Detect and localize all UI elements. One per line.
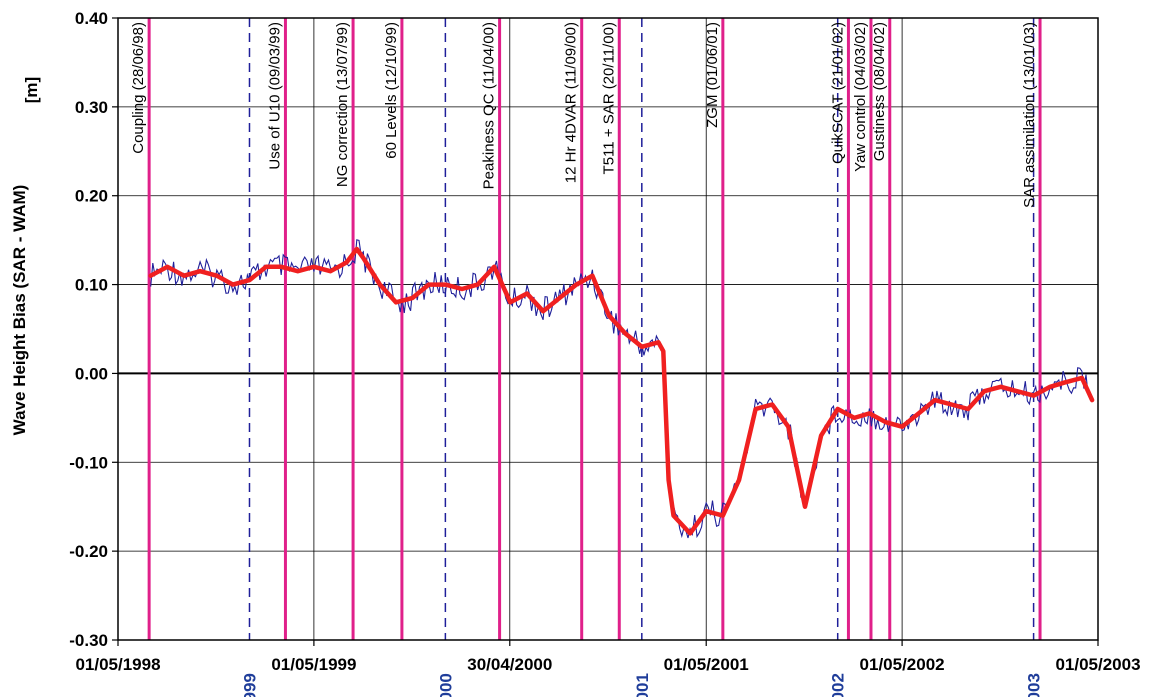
- x-tick-label: 01/05/1999: [271, 655, 356, 674]
- event-labels: Coupling (28/06/98) Use of U10 (09/03/99)…: [130, 22, 1038, 208]
- y-tick-label: -0.30: [69, 631, 108, 650]
- year-markers: [248, 18, 1035, 640]
- event-label: Gustiness (08/04/02): [871, 22, 888, 161]
- y-tick-label: 0.00: [75, 364, 108, 383]
- event-label: SAR assimilation (13/01/03): [1021, 22, 1038, 208]
- x-tick-label: 01/05/2003: [1055, 655, 1140, 674]
- y-tick-label: 0.20: [75, 187, 108, 206]
- y-tick-label: 0.10: [75, 276, 108, 295]
- event-label: 12 Hr 4DVAR (11/09/00): [563, 22, 580, 183]
- y-axis-title: Wave Height Bias (SAR - WAM): [10, 184, 29, 436]
- y-axis-unit-text: [m]: [22, 76, 41, 104]
- series-group: [148, 239, 1095, 539]
- year-marker-label: 2001: [633, 673, 652, 697]
- year-marker-label: 2003: [1025, 673, 1044, 697]
- series-smoothed-line: [148, 246, 1095, 536]
- y-tick-label: 0.30: [75, 98, 108, 117]
- y-tick-label: -0.10: [69, 453, 108, 472]
- event-label: T511 + SAR (20/11/00): [600, 22, 617, 174]
- event-label: NG correction (13/07/99): [334, 22, 351, 187]
- event-label: Peakiness QC (11/04/00): [481, 22, 498, 189]
- x-tick-label: 01/05/2001: [664, 655, 749, 674]
- event-label: Use of U10 (09/03/99): [266, 22, 283, 170]
- x-tick-labels: 01/05/1998 01/05/1999 30/04/2000 01/05/2001…: [75, 655, 1140, 674]
- y-tick-label: 0.40: [75, 9, 108, 28]
- event-label: Coupling (28/06/98): [130, 22, 147, 154]
- x-tick-label: 01/05/1998: [75, 655, 160, 674]
- year-marker-label: 2002: [829, 673, 848, 697]
- x-tick-label: 30/04/2000: [467, 655, 552, 674]
- event-label: Yaw control (04/03/02): [852, 22, 869, 172]
- plot-frame: [117, 17, 1099, 641]
- event-label: ZGM (01/06/01): [704, 22, 721, 128]
- year-labels: 1999 2000 2001 2002 2003: [240, 673, 1043, 697]
- y-axis-unit: [m]: [22, 70, 42, 110]
- y-tick-labels: 0.40 0.30 0.20 0.10 0.00 -0.10 -0.20 -0.30: [69, 9, 108, 650]
- event-label: 60 Levels (12/10/99): [383, 22, 400, 159]
- year-marker-label: 1999: [240, 673, 259, 697]
- x-tick-label: 01/05/2002: [860, 655, 945, 674]
- event-label: QuikSCAT (21/01/02): [829, 22, 846, 164]
- y-axis-label: Wave Height Bias (SAR - WAM): [10, 150, 30, 470]
- y-tick-label: -0.20: [69, 542, 108, 561]
- event-lines: [147, 18, 1042, 640]
- year-marker-label: 2000: [436, 673, 455, 697]
